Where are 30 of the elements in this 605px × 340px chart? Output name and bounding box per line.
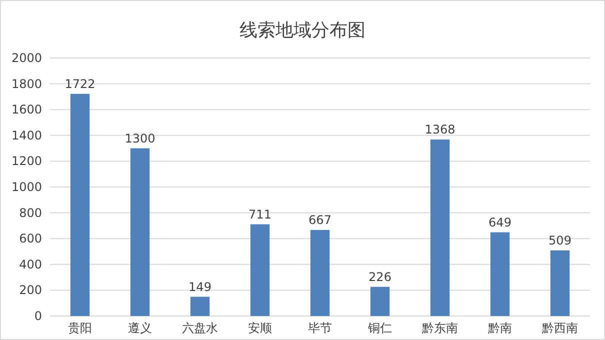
ytick: 200 <box>19 283 42 298</box>
xtick: 黔东南 <box>422 321 458 335</box>
data-label: 667 <box>308 212 332 227</box>
ytick: 800 <box>19 206 42 220</box>
xtick: 铜仁 <box>368 321 392 335</box>
data-label: 509 <box>548 233 572 248</box>
xtick: 贵阳 <box>68 321 92 335</box>
ytick: 1800 <box>11 76 42 91</box>
data-label: 1722 <box>64 76 96 91</box>
ytick: 600 <box>19 232 42 246</box>
xtick: 黔南 <box>488 321 512 335</box>
ytick: 2000 <box>11 51 42 65</box>
data-label: 1368 <box>424 122 456 137</box>
ytick: 400 <box>19 257 42 272</box>
ytick: 1000 <box>11 180 42 194</box>
title: 线索地域分布图 <box>240 20 366 41</box>
data-label: 1300 <box>124 131 156 146</box>
data-label: 149 <box>188 280 212 294</box>
xtick: 安顺 <box>248 321 272 335</box>
xtick: 毕节 <box>308 321 332 335</box>
xtick: 遵义 <box>128 321 152 335</box>
ytick: 1200 <box>11 154 42 168</box>
xtick: 六盘水 <box>182 321 218 335</box>
xtick: 黔西南 <box>542 321 578 335</box>
data-label: 226 <box>368 270 392 284</box>
data-label: 711 <box>248 207 272 222</box>
data-label: 649 <box>488 215 512 230</box>
ytick: 0 <box>34 309 42 323</box>
ytick: 1400 <box>11 128 42 142</box>
ytick: 1600 <box>11 102 42 117</box>
